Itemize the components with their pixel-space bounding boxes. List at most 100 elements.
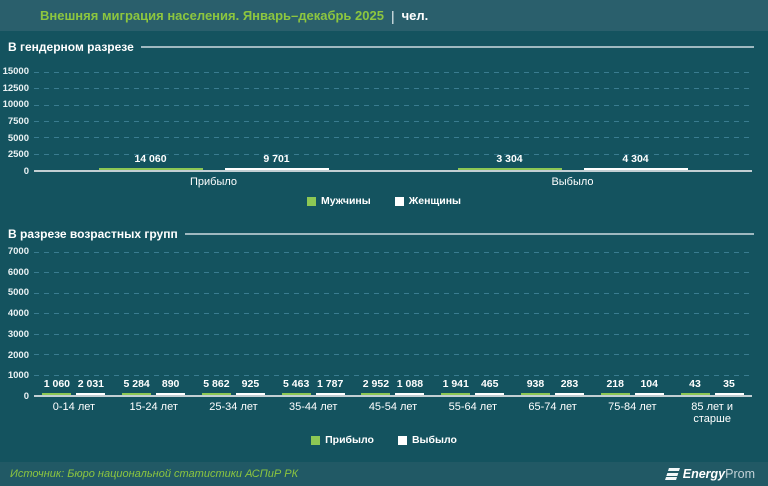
bar-group: 3 304 4 304	[457, 153, 688, 170]
header: Внешняя миграция населения. Январь–декаб…	[0, 0, 768, 31]
gender-section: В гендерном разрезе 15000 12500 10000 7500 5…	[0, 40, 768, 207]
bar-value-label: 2 031	[77, 378, 105, 390]
footer: Источник: Бюро национальной статистики А…	[0, 462, 768, 486]
x-tick-label: 25-34 лет	[209, 401, 258, 413]
bar-Прибыло-65-74 лет: 938	[520, 378, 550, 395]
bar-value-label: 925	[241, 378, 260, 390]
section-title-gender: В гендерном разрезе	[8, 40, 134, 54]
bar-value-label: 5 862	[203, 378, 230, 390]
x-tick-label: 15-24 лет	[129, 401, 178, 413]
bar-Прибыло-55-64 лет: 1 941	[441, 378, 471, 395]
section-heading-gender: В гендерном разрезе	[8, 40, 754, 54]
legend-item-Прибыло: Прибыло	[311, 434, 374, 446]
bar-value-label: 938	[526, 378, 545, 390]
bar-value-label: 1 088	[396, 378, 424, 390]
x-tick-label: 0-14 лет	[52, 401, 96, 413]
title-unit: чел.	[401, 8, 429, 23]
gridline	[34, 88, 752, 90]
bar-value-label: 104	[640, 378, 658, 390]
x-axis: Прибыло Выбыло	[34, 176, 752, 188]
bar-Выбыло-55-64 лет: 465	[475, 378, 505, 395]
gridline	[34, 104, 752, 106]
y-tick-label: 7500	[7, 116, 29, 127]
legend-label: Мужчины	[320, 195, 371, 207]
page-title: Внешняя миграция населения. Январь–декаб…	[40, 8, 384, 23]
legend-item-Выбыло: Выбыло	[397, 434, 457, 446]
bar-Женщины-Выбыло: 4 304	[583, 153, 688, 170]
legend: Мужчины Женщины	[0, 195, 768, 207]
gridline	[34, 374, 752, 376]
section-rule	[140, 46, 754, 48]
bar-Прибыло-15-24 лет: 5 284	[122, 378, 152, 395]
bar-Мужчины-Прибыло: 14 060	[98, 153, 203, 170]
legend-label: Женщины	[408, 195, 462, 207]
bar-Выбыло-65-74 лет: 283	[554, 378, 584, 395]
legend-label: Выбыло	[411, 434, 457, 446]
x-tick-label: 65-74 лет	[528, 401, 577, 413]
bar-group: 1 060 2 031	[42, 378, 106, 395]
legend-item-Мужчины: Мужчины	[306, 195, 371, 207]
bar-group: 938 283	[520, 378, 584, 395]
gridline	[34, 137, 752, 139]
x-axis: 0-14 лет 15-24 лет 25-34 лет 35-44 лет 45-54…	[34, 401, 752, 425]
gridline	[34, 72, 752, 73]
gridline	[34, 333, 752, 335]
bar-value-label: 3 304	[496, 153, 523, 165]
bar-Прибыло-25-34 лет: 5 862	[201, 378, 231, 395]
y-tick-label: 7000	[7, 246, 29, 257]
y-tick-label: 1000	[7, 370, 29, 382]
bar-Выбыло-15-24 лет: 890	[156, 378, 186, 395]
section-title-age: В разрезе возрастных групп	[8, 227, 178, 241]
bar-value-label: 35	[723, 378, 735, 390]
plot-area: 1 060 2 031 5 284 890 5 862 925 5 463 1 787 2 95…	[34, 252, 752, 397]
title-separator: |	[390, 7, 395, 24]
legend-swatch	[394, 196, 404, 206]
y-tick-label: 15000	[2, 66, 29, 77]
bar-group: 5 463 1 787	[281, 378, 345, 395]
y-axis: 7000 6000 5000 4000 3000 2000 1000 0	[4, 247, 34, 402]
legend-label: Прибыло	[325, 434, 374, 446]
y-tick-label: 5000	[7, 132, 29, 144]
y-tick-label: 2000	[7, 349, 29, 361]
x-tick-label: Прибыло	[189, 176, 238, 188]
x-tick-label: 55-64 лет	[448, 401, 497, 413]
bar-value-label: 218	[606, 378, 624, 390]
energyprom-icon	[664, 468, 680, 480]
bar-value-label: 5 463	[283, 378, 310, 390]
bar-value-label: 465	[480, 378, 499, 390]
plot-area: 14 060 9 701 3 304 4 304	[34, 72, 752, 172]
bar-value-label: 283	[560, 378, 579, 390]
bar-value-label: 1 060	[43, 378, 71, 390]
bar-Выбыло-85 лет и старше: 35	[714, 378, 744, 395]
x-tick-label: 75-84 лет	[608, 401, 657, 413]
y-tick-label: 2500	[7, 149, 29, 161]
bar-value-label: 14 060	[134, 153, 167, 165]
gridline	[34, 272, 752, 274]
bar-value-label: 890	[161, 378, 180, 390]
legend-swatch	[306, 196, 316, 206]
logo-text-bold: Energy	[682, 467, 726, 481]
bar-value-label: 43	[689, 378, 701, 390]
bar-Выбыло-45-54 лет: 1 088	[395, 378, 425, 395]
y-tick-label: 3000	[7, 328, 29, 340]
bar-group: 218 104	[600, 378, 664, 395]
logo-text-regular: Prom	[725, 467, 755, 481]
bar-group: 1 941 465	[441, 378, 505, 395]
y-tick-label: 5000	[7, 287, 29, 299]
y-tick-label: 12500	[2, 82, 29, 94]
bar-group: 5 284 890	[122, 378, 186, 395]
bar-Выбыло-35-44 лет: 1 787	[315, 378, 345, 395]
bar-value-label: 1 941	[442, 378, 469, 390]
bar-Выбыло-0-14 лет: 2 031	[76, 378, 106, 395]
bar-value-label: 4 304	[622, 153, 649, 165]
legend-swatch	[397, 435, 407, 445]
section-heading-age: В разрезе возрастных групп	[8, 227, 754, 241]
x-tick-label: 85 лет и старше	[691, 401, 733, 425]
bar-Прибыло-35-44 лет: 5 463	[281, 378, 311, 395]
gridline	[34, 313, 752, 315]
bar-group: 2 952 1 088	[361, 378, 425, 395]
bar-group: 43 35	[680, 378, 744, 395]
y-tick-label: 4000	[7, 308, 29, 320]
bar-value-label: 1 787	[317, 378, 344, 390]
bar-Прибыло-75-84 лет: 218	[600, 378, 630, 395]
